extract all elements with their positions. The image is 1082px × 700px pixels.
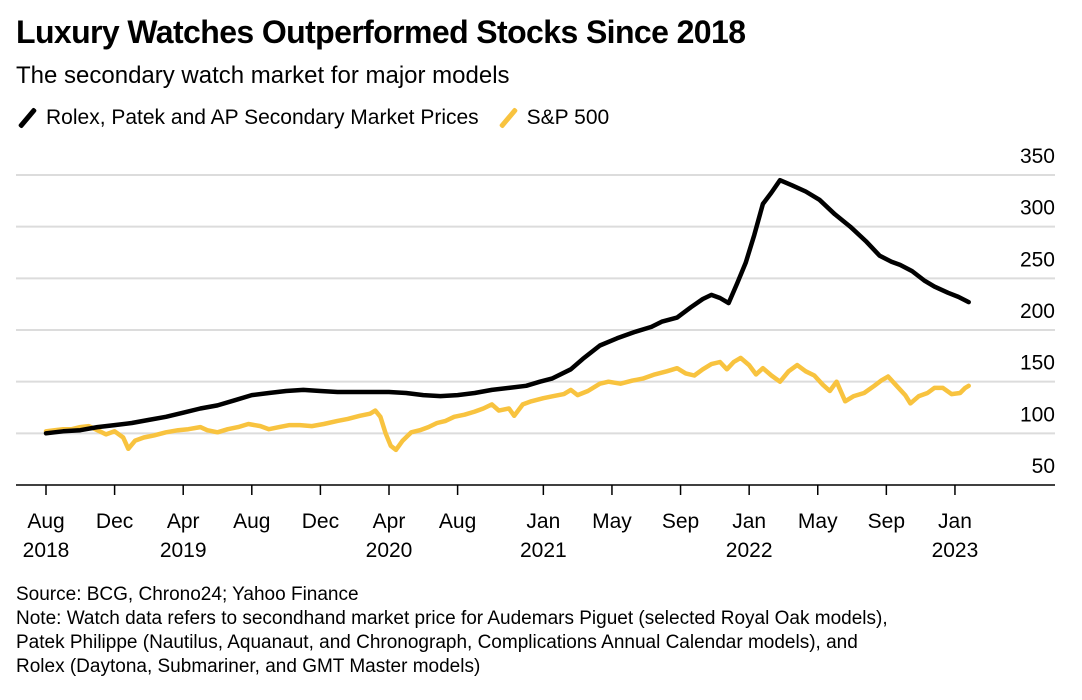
- x-tick-label-year: 2018: [23, 539, 70, 562]
- legend-label-watches: Rolex, Patek and AP Secondary Market Pri…: [46, 106, 479, 129]
- y-tick-label: 250: [1020, 248, 1055, 271]
- x-tick-label-month: Aug: [233, 510, 270, 533]
- x-tick-label-month: Aug: [27, 510, 64, 533]
- y-axis: 50 100 150 200 250 300 350: [1020, 145, 1055, 478]
- legend-item-sp500: S&P 500: [497, 106, 610, 130]
- x-tick-label-month: Apr: [167, 510, 200, 533]
- legend-swatch-watches: [16, 107, 38, 129]
- x-tick-label-month: Jan: [732, 510, 766, 533]
- x-tick-label-month: Dec: [302, 510, 339, 533]
- series-lines: [43, 177, 971, 453]
- x-tick-label-year: 2022: [726, 539, 773, 562]
- y-tick-label: 200: [1020, 300, 1055, 323]
- x-tick-label-month: May: [798, 510, 838, 533]
- note-line-1: Note: Watch data refers to secondhand ma…: [16, 608, 888, 629]
- chart-title: Luxury Watches Outperformed Stocks Since…: [16, 14, 746, 50]
- x-tick-label-year: 2019: [160, 539, 207, 562]
- legend-swatch-sp500: [497, 107, 519, 129]
- x-tick-label-month: Jan: [526, 510, 560, 533]
- x-tick-label-month: Dec: [96, 510, 133, 533]
- x-tick-label-month: Jan: [938, 510, 972, 533]
- legend-label-sp500: S&P 500: [526, 106, 610, 129]
- legend: Rolex, Patek and AP Secondary Market Pri…: [16, 106, 627, 130]
- legend-item-watches: Rolex, Patek and AP Secondary Market Pri…: [16, 106, 479, 130]
- y-tick-label: 100: [1020, 403, 1055, 426]
- x-tick-label-month: Aug: [439, 510, 476, 533]
- y-tick-label: 300: [1020, 197, 1055, 220]
- series-line-sp500: [43, 355, 971, 453]
- series-line-watches: [43, 177, 971, 436]
- note-line-2: Patek Philippe (Nautilus, Aquanaut, and …: [16, 632, 858, 653]
- x-axis: Aug 2018 Dec Apr 2019 Aug Dec Apr 2020 Aug Jan 2021…: [16, 484, 1055, 562]
- chart-subtitle: The secondary watch market for major mod…: [16, 62, 510, 89]
- footer: Source: BCG, Chrono24; Yahoo Finance Not…: [16, 583, 1076, 679]
- x-tick-label-month: May: [592, 510, 632, 533]
- y-tick-label: 150: [1020, 352, 1055, 375]
- x-tick-label-month: Sep: [868, 510, 905, 533]
- x-tick-label-year: 2020: [366, 539, 413, 562]
- gridlines: [16, 174, 1055, 435]
- x-tick-label-year: 2023: [932, 539, 979, 562]
- x-tick-label-month: Apr: [373, 510, 406, 533]
- y-tick-label: 50: [1032, 455, 1055, 478]
- x-tick-label-month: Sep: [662, 510, 699, 533]
- x-tick-label-year: 2021: [520, 539, 567, 562]
- y-tick-label: 350: [1020, 145, 1055, 168]
- source-text: Source: BCG, Chrono24; Yahoo Finance: [16, 584, 359, 605]
- note-line-3: Rolex (Daytona, Submariner, and GMT Mast…: [16, 656, 481, 677]
